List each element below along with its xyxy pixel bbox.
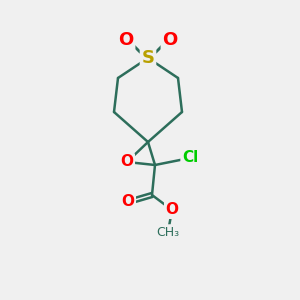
Text: S: S: [142, 49, 154, 67]
Text: O: O: [118, 31, 134, 49]
Text: O: O: [121, 154, 134, 169]
Text: O: O: [122, 194, 134, 209]
Text: Cl: Cl: [182, 151, 198, 166]
Text: CH₃: CH₃: [156, 226, 180, 238]
Text: O: O: [162, 31, 178, 49]
Text: O: O: [166, 202, 178, 217]
